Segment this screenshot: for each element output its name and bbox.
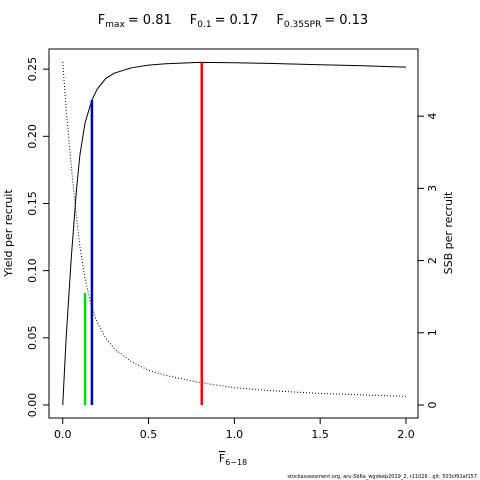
title-value: 0.81 [143,13,172,28]
curve [62,61,407,397]
y-tick-label: 0.10 [26,258,39,283]
title-symbol: F [276,13,283,28]
x-tick-label: 1.5 [311,428,329,441]
y2-tick-label: 0 [426,402,439,409]
curve [62,61,407,405]
title-eq: = [215,13,226,28]
y2-tick-label: 1 [426,329,439,336]
y-tick-label: 0.15 [26,191,39,216]
title-value: 0.13 [339,13,368,28]
x-tick-label: 2.0 [397,428,415,441]
y2-tick-label: 3 [426,185,439,192]
x-tick-label: 0.0 [54,428,72,441]
y-axis-label: Yield per recruit [2,189,15,278]
title-eq: = [324,13,335,28]
title-eq: = [128,13,139,28]
title-value: 0.17 [229,13,258,28]
x-label-sub: 6−18 [225,458,247,467]
y2-tick-label: 2 [426,257,439,264]
title-sub: max [105,20,125,30]
y2-axis-label: SSB per recruit [442,191,455,274]
x-tick-label: 0.5 [140,428,158,441]
y-tick-label: 0.05 [26,326,39,351]
y2-tick-label: 4 [426,113,439,120]
title-sub: 0.35SPR [284,20,321,30]
y-tick-label: 0.25 [26,57,39,82]
footer: stockassessment.org, aru-5b6a_wgdeep2019… [287,474,477,480]
x-label-symbol: F [219,452,225,465]
title-sub: 0.1 [197,20,211,30]
title-symbol: F [98,13,105,28]
plot-frame [48,48,419,419]
y-tick-label: 0.20 [26,124,39,149]
title-symbol: F [190,13,197,28]
x-axis-label: F6−18 [219,452,247,467]
y-tick-label: 0.00 [26,393,39,418]
chart-title: Fmax = 0.81 F0.1 = 0.17 F0.35SPR = 0.13 [98,13,368,30]
x-tick-label: 1.0 [226,428,244,441]
